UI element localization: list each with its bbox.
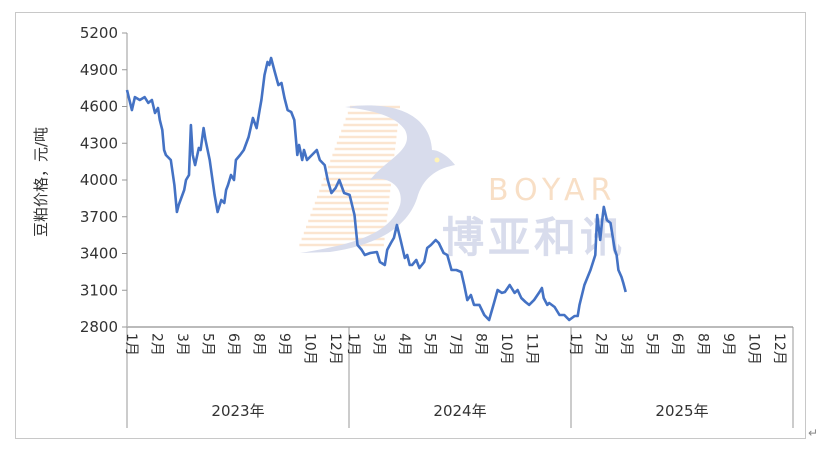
month-label: 5月 (200, 333, 216, 356)
month-label: 3月 (618, 333, 634, 356)
y-tick-label: 3700 (80, 208, 118, 226)
month-label: 3月 (371, 333, 387, 356)
month-label: 10月 (498, 333, 514, 365)
month-label: 1月 (345, 333, 361, 356)
month-label: 12月 (771, 333, 787, 365)
watermark-latin: BOYAR (488, 173, 617, 208)
month-label: 11月 (524, 333, 540, 365)
month-label: 12月 (327, 333, 343, 365)
y-tick-label: 4600 (80, 98, 118, 116)
month-label: 1月 (567, 333, 583, 356)
month-label: 7月 (447, 333, 463, 356)
year-label: 2025年 (655, 402, 708, 420)
month-label: 2月 (593, 333, 609, 356)
axes (122, 32, 794, 428)
month-label: 8月 (695, 333, 711, 356)
watermark-bird-icon (300, 105, 455, 253)
month-label: 10月 (302, 333, 318, 365)
y-axis-label: 豆粕价格，元/吨 (32, 127, 50, 237)
year-label: 2024年 (433, 402, 486, 420)
month-label: 6月 (225, 333, 241, 356)
watermark-chinese: 博亚和讯 (442, 213, 626, 262)
month-label: 9月 (276, 333, 292, 356)
month-label: 6月 (669, 333, 685, 356)
month-label: 8月 (251, 333, 267, 356)
chart-frame (15, 12, 806, 439)
month-label: 5月 (422, 333, 438, 356)
month-label: 9月 (720, 333, 736, 356)
watermark-stripes (299, 105, 400, 247)
month-label: 2月 (149, 333, 165, 356)
paragraph-mark-icon: ↵ (808, 426, 819, 440)
month-label: 4月 (396, 333, 412, 356)
y-tick-label: 3100 (80, 281, 118, 299)
x-tick-labels: 1月 2月 3月 5月 6月 8月 9月 10月 12月 2023年 1月 3月 4月 5月 7月 8月 10月… (123, 333, 787, 420)
month-label: 3月 (174, 333, 190, 356)
y-tick-label: 4000 (80, 171, 118, 189)
y-tick-label: 4900 (80, 61, 118, 79)
watermark-bird-eye-icon (434, 157, 440, 163)
y-tick-label: 4300 (80, 134, 118, 152)
month-label: 10月 (746, 333, 762, 365)
year-label: 2023年 (211, 402, 264, 420)
series-line (125, 56, 627, 322)
month-label: 5月 (644, 333, 660, 356)
boyar-watermark-logo: BOYAR 博亚和讯 (299, 105, 626, 262)
y-tick-labels: 2800 3100 3400 3700 4000 4300 4600 4900 5200 (80, 24, 118, 336)
month-label: 8月 (473, 333, 489, 356)
y-tick-label: 3400 (80, 245, 118, 263)
month-label: 1月 (123, 333, 139, 356)
y-tick-label: 2800 (80, 318, 118, 336)
y-tick-label: 5200 (80, 24, 118, 42)
